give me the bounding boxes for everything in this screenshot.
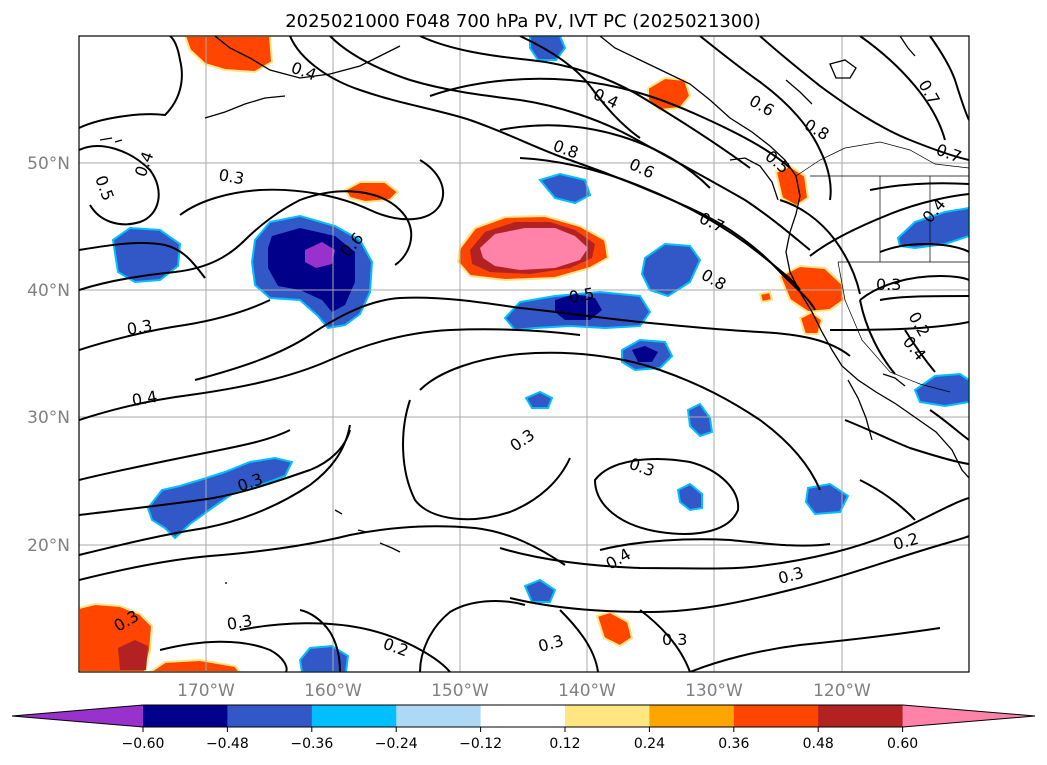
map-panel: 0.4 0.5 0.4 0.3 0.6 0.8 0.4 0.6 0.7 0.6 … (78, 35, 970, 673)
negative-anomaly-small-1 (538, 172, 592, 205)
positive-anomaly-tiny (758, 290, 774, 304)
lat-label-20n: 20°N (27, 536, 70, 556)
lat-label-50n: 50°N (27, 154, 70, 174)
colorbar-tick-label: 0.36 (718, 736, 749, 752)
colorbar-bin (311, 705, 397, 727)
colorbar-bin (565, 705, 650, 727)
colorbar-tick-label: −0.12 (459, 736, 502, 752)
negative-anomaly-small-3 (524, 390, 554, 409)
colorbar-tick-label: −0.60 (122, 736, 165, 752)
colorbar-bin (143, 705, 228, 727)
contour-label: 0.3 (125, 316, 153, 339)
positive-anomaly-southwest-2 (148, 658, 242, 672)
negative-anomaly-small-5 (676, 482, 703, 512)
negative-anomaly-top (529, 36, 567, 61)
lat-label-30n: 30°N (27, 408, 70, 428)
longitude-labels: 170°W 160°W 150°W 140°W 130°W 120°W (177, 681, 871, 701)
coastlines (99, 36, 969, 584)
negative-anomaly-ne (640, 242, 702, 298)
colorbar-bin (649, 705, 735, 727)
contour-label: 0.3 (225, 611, 253, 634)
positive-anomaly-north-pacific (343, 181, 400, 204)
colorbar-bin (733, 705, 819, 727)
lon-label-130w: 130°W (685, 681, 743, 701)
map-frame (78, 35, 970, 673)
contour-label: 0.5 (567, 284, 595, 307)
negative-anomaly-small-7 (523, 578, 557, 603)
positive-anomaly-california (778, 264, 846, 314)
lon-label-140w: 140°W (558, 681, 616, 701)
colorbar-tick-label: 0.48 (803, 736, 834, 752)
contour-label: 0.3 (662, 630, 687, 649)
colorbar-bin (480, 705, 566, 727)
positive-anomaly-southwest-core (118, 640, 148, 670)
colorbar-tick-label: 0.12 (549, 736, 580, 752)
colorbar-tick-label: −0.36 (290, 736, 333, 752)
contour-labels: 0.4 0.5 0.4 0.3 0.6 0.8 0.4 0.6 0.7 0.6 … (91, 58, 964, 661)
colorbar-bin (396, 705, 482, 727)
colorbar-extend-low (12, 705, 143, 727)
colorbar-tick-label: 0.24 (634, 736, 665, 752)
colorbar-extend-high (902, 705, 1035, 727)
negative-anomaly-small-6 (804, 482, 850, 516)
lon-label-150w: 150°W (431, 681, 489, 701)
contour-label: 0.3 (876, 275, 901, 294)
positive-anomaly-top-left (183, 36, 274, 74)
colorbar-tick-label: 0.60 (887, 736, 918, 752)
latitude-labels: 50°N 40°N 30°N 20°N (27, 154, 70, 556)
lat-label-40n: 40°N (27, 281, 70, 301)
lon-label-170w: 170°W (177, 681, 235, 701)
negative-anomaly-far-west (111, 226, 182, 284)
contour-label: 0.3 (217, 165, 245, 188)
negative-anomaly-small-4 (686, 402, 714, 438)
colorbar-tick-label: −0.24 (375, 736, 418, 752)
colorbar-tick-label: −0.48 (206, 736, 249, 752)
colorbar-bin (818, 705, 904, 727)
negative-anomaly-bottom (298, 644, 350, 672)
colorbar: −0.60 −0.48 −0.36 −0.24 −0.12 0.12 0.24 0.36 0.4… (11, 704, 1036, 752)
positive-anomaly-central (456, 214, 610, 282)
graticule (79, 36, 969, 672)
lon-label-120w: 120°W (813, 681, 871, 701)
pv-contours (79, 36, 969, 672)
figure-title: 2025021000 F048 700 hPa PV, IVT PC (2025… (285, 11, 761, 32)
lon-label-160w: 160°W (304, 681, 362, 701)
colorbar-bin (227, 705, 313, 727)
negative-anomaly-east (896, 206, 969, 250)
contour-label: 0.4 (130, 387, 158, 410)
